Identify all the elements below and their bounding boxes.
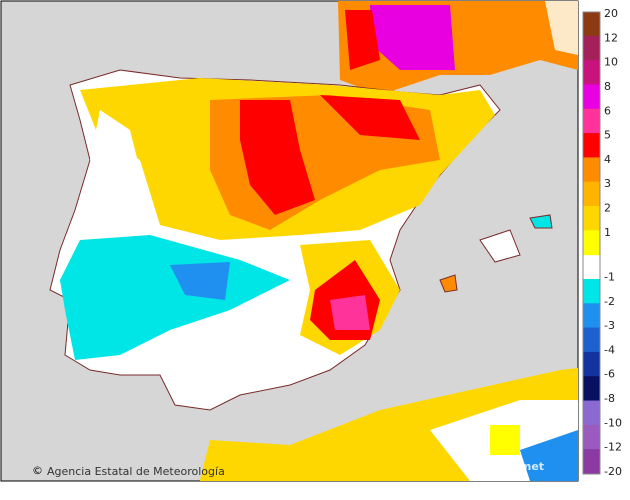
legend-label: 20	[604, 7, 618, 20]
legend-label: -6	[604, 368, 615, 381]
legend-swatch	[582, 60, 601, 86]
legend-swatch	[582, 35, 601, 62]
legend-label: 8	[604, 80, 611, 93]
legend-swatch	[582, 206, 601, 232]
legend-swatch	[582, 303, 601, 329]
legend-swatch	[582, 327, 601, 353]
credit: Agencia Estatal de Meteorología	[47, 465, 225, 478]
map: © Agencia Estatal de Meteorología aemet	[0, 0, 579, 482]
africa-cool	[520, 430, 578, 481]
legend-label: 6	[604, 104, 611, 117]
north-red	[240, 100, 315, 215]
legend-label: -12	[604, 441, 622, 454]
legend-swatch	[582, 278, 601, 305]
legend-swatch	[582, 424, 601, 451]
legend-label: 2	[604, 202, 611, 215]
legend-swatch	[582, 449, 601, 475]
menorca	[529, 214, 553, 229]
copyright-mark: ©	[32, 464, 43, 477]
legend-label: -8	[604, 392, 615, 405]
ebro-red	[320, 95, 420, 140]
ibiza	[439, 274, 458, 293]
legend-label: -1	[604, 270, 615, 283]
southwest-cool	[60, 235, 290, 360]
legend-swatch	[582, 230, 601, 256]
legend-swatch	[582, 351, 601, 378]
france-hot	[370, 5, 455, 70]
legend-swatch	[582, 133, 601, 159]
legend-label: 3	[604, 177, 611, 190]
legend-label: -20	[604, 465, 622, 478]
legend-swatch	[582, 376, 601, 402]
legend-swatch	[582, 108, 601, 135]
legend-swatch	[583, 255, 600, 280]
legend-label: 12	[604, 31, 618, 44]
legend-label: -2	[604, 295, 615, 308]
galicia	[90, 110, 140, 190]
france-east	[545, 1, 578, 55]
legend-swatch	[582, 11, 601, 37]
southeast-pink	[330, 295, 370, 330]
legend: 20 12 10 8 6 5 4 3 2 1 -1 -2 -3 -4 -6 -8 -10 -12 -20	[582, 7, 622, 478]
legend-label: -10	[604, 416, 622, 429]
legend-label: 4	[604, 153, 611, 166]
legend-label: 5	[604, 129, 611, 142]
southwest-blue	[170, 262, 230, 300]
legend-swatch	[582, 157, 601, 183]
africa-warm	[490, 425, 520, 455]
legend-swatch	[582, 84, 601, 110]
legend-label: 1	[604, 226, 611, 239]
legend-label: 10	[604, 56, 618, 69]
legend-label: -4	[604, 343, 615, 356]
legend-swatch	[582, 181, 601, 208]
legend-label: -3	[604, 319, 615, 332]
legend-frame	[582, 11, 601, 475]
legend-swatch	[582, 400, 601, 426]
mallorca	[479, 229, 521, 263]
france-red	[345, 10, 380, 70]
watermark: aemet	[505, 460, 544, 473]
